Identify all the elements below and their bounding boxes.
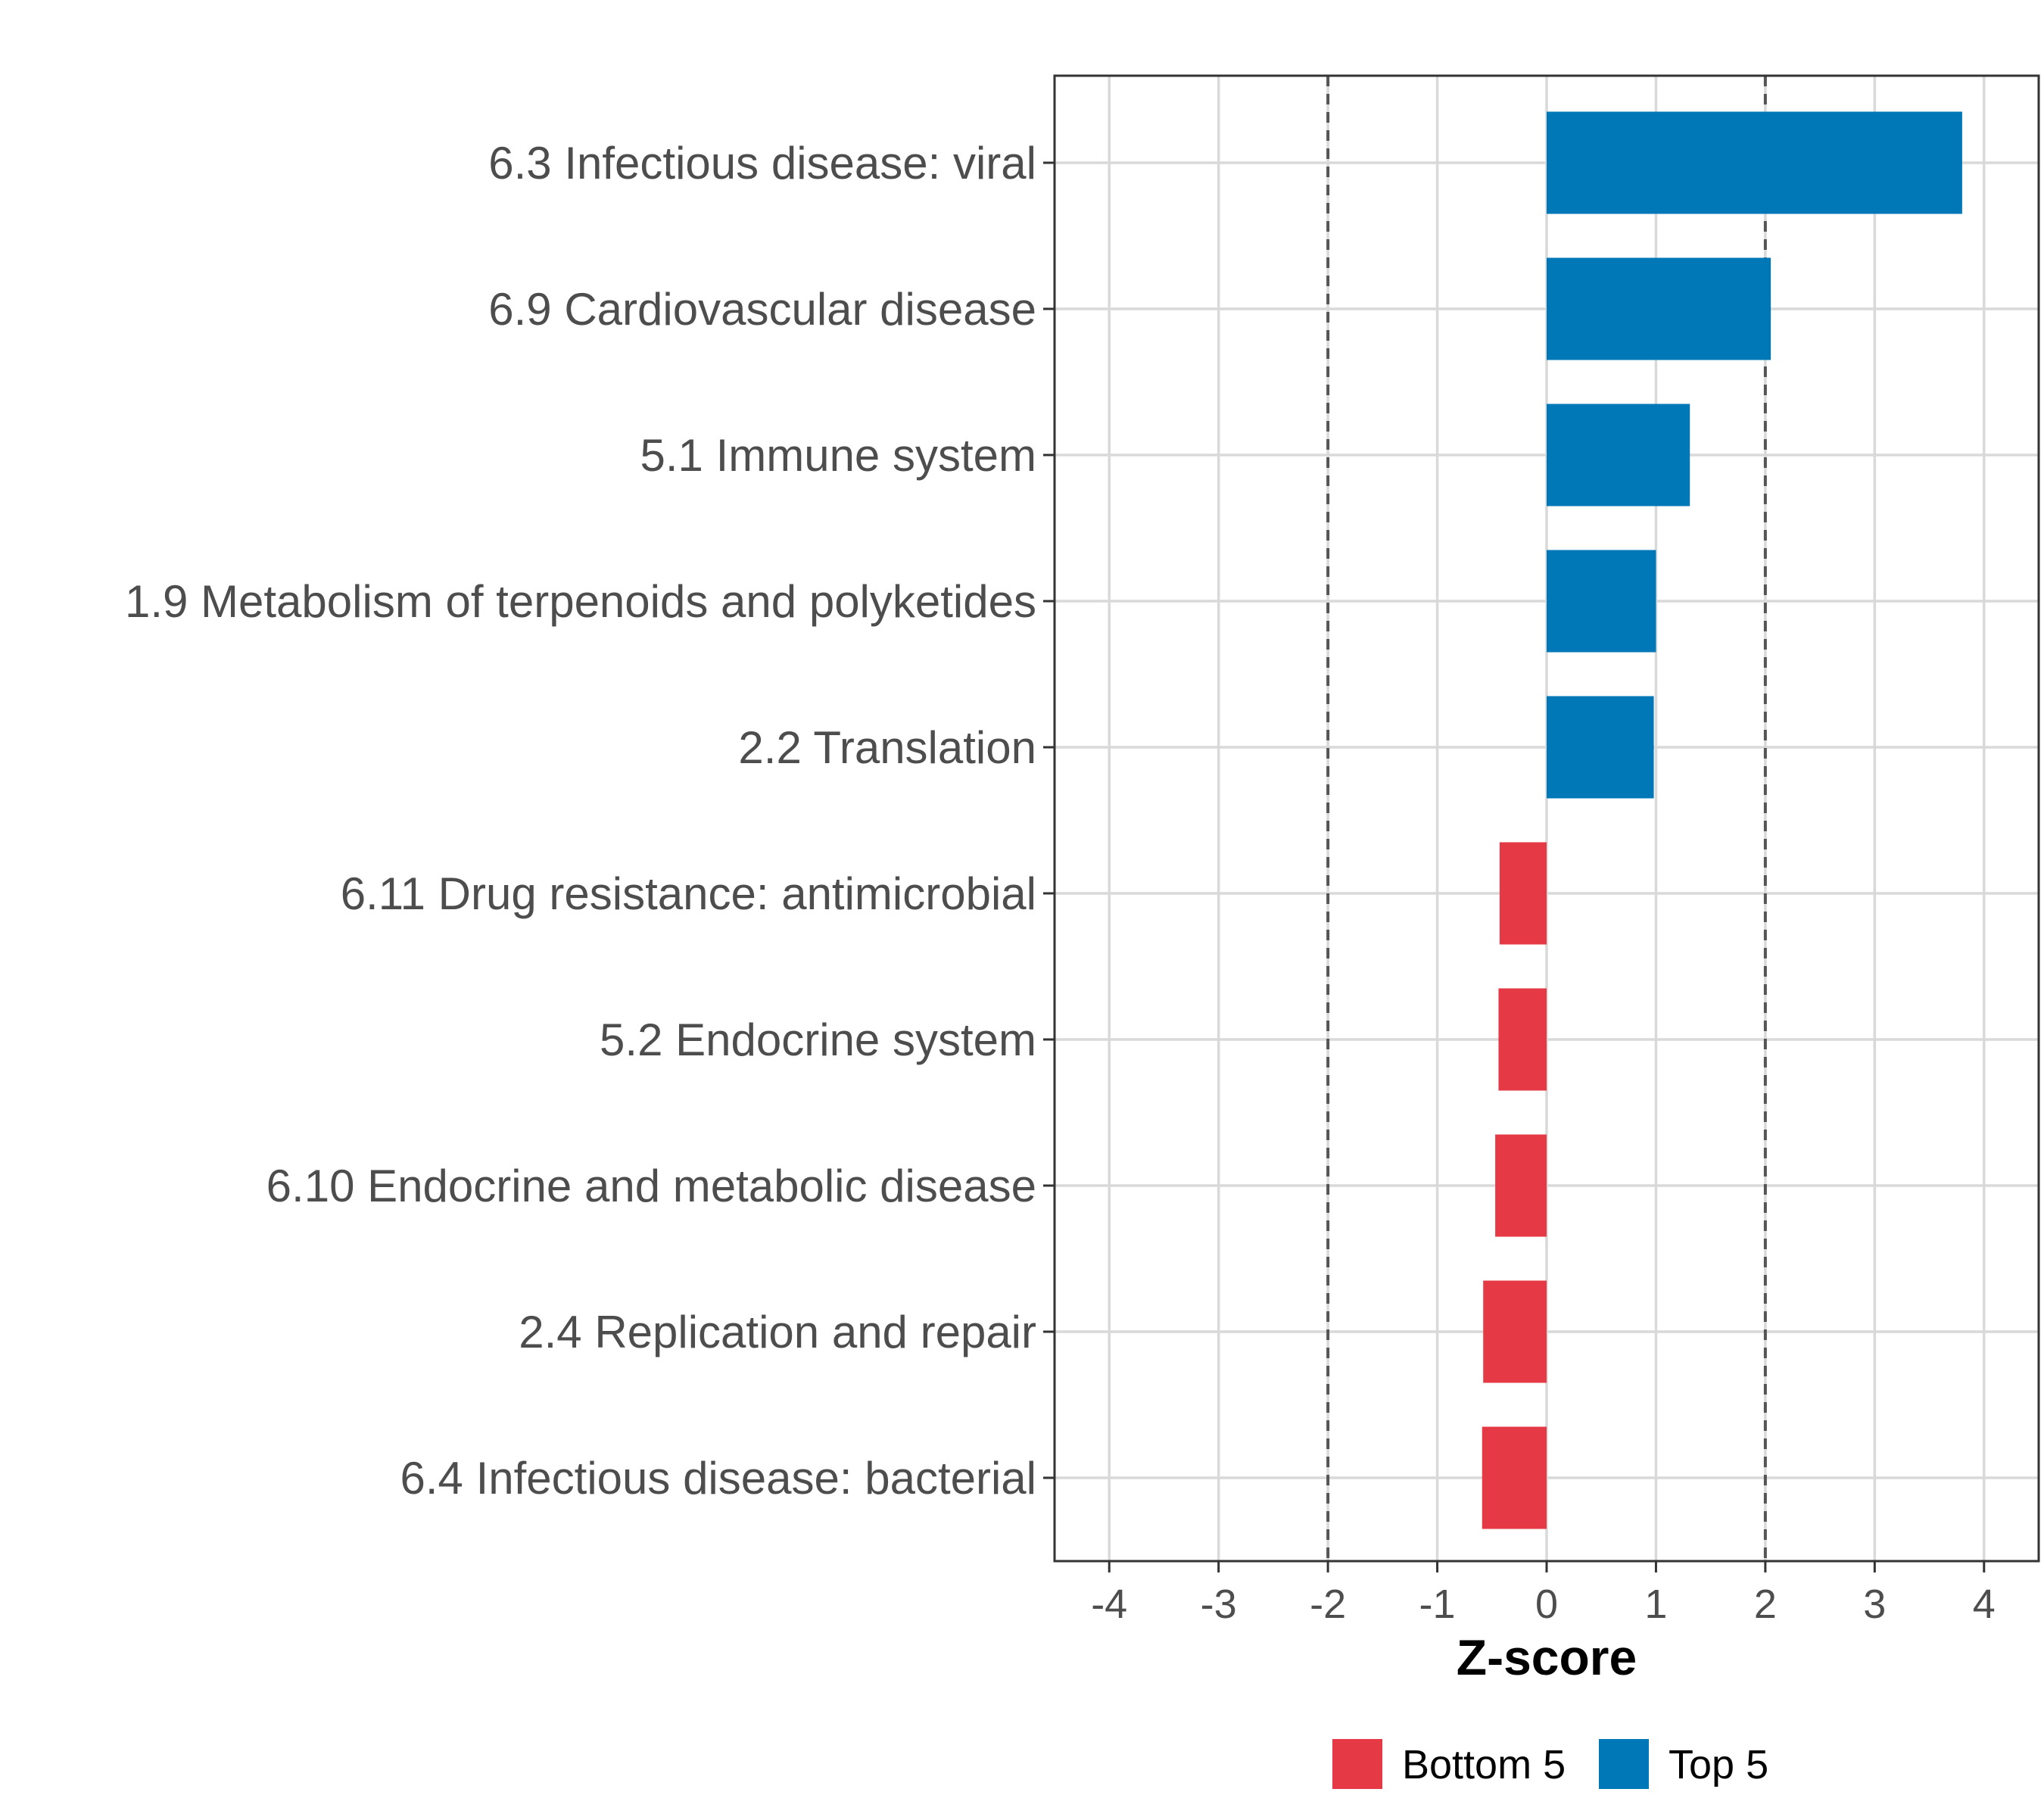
- bar-bottom5: [1483, 1280, 1547, 1383]
- bar-bottom5: [1499, 842, 1547, 945]
- legend-label-top5: Top 5: [1669, 1742, 1768, 1787]
- legend-swatch-top5: [1599, 1739, 1649, 1789]
- category-label: 2.4 Replication and repair: [519, 1307, 1036, 1357]
- category-label: 6.9 Cardiovascular disease: [488, 284, 1036, 335]
- x-tick-label: 2: [1754, 1582, 1777, 1627]
- x-tick-label: 3: [1863, 1582, 1886, 1627]
- category-label: 6.11 Drug resistance: antimicrobial: [341, 868, 1036, 919]
- x-tick-label: 4: [1973, 1582, 1996, 1627]
- x-tick-label: -1: [1419, 1582, 1456, 1627]
- reference-lines: [1326, 76, 1767, 1561]
- bar-bottom5: [1482, 1426, 1547, 1529]
- x-tick-label: -2: [1310, 1582, 1346, 1627]
- category-label: 2.2 Translation: [738, 722, 1036, 773]
- x-tick-label: 1: [1644, 1582, 1667, 1627]
- bar-top5: [1547, 257, 1771, 360]
- legend: Bottom 5 Top 5: [1332, 1739, 1768, 1789]
- legend-swatch-bottom5: [1332, 1739, 1382, 1789]
- y-axis: 6.3 Infectious disease: viral 6.9 Cardiov…: [125, 138, 1055, 1504]
- category-label: 6.4 Infectious disease: bacterial: [400, 1453, 1037, 1504]
- bar-top5: [1547, 550, 1656, 653]
- bars: [1482, 111, 1962, 1529]
- category-label: 6.3 Infectious disease: viral: [488, 138, 1036, 189]
- bar-top5: [1547, 696, 1654, 799]
- x-tick-label: 0: [1535, 1582, 1558, 1627]
- category-label: 5.2 Endocrine system: [600, 1014, 1036, 1065]
- category-label: 6.10 Endocrine and metabolic disease: [266, 1161, 1036, 1211]
- x-tick-label: -4: [1091, 1582, 1127, 1627]
- x-tick-label: -3: [1201, 1582, 1237, 1627]
- bar-bottom5: [1498, 988, 1547, 1091]
- bar-top5: [1547, 111, 1962, 214]
- bar-bottom5: [1495, 1134, 1547, 1237]
- legend-label-bottom5: Bottom 5: [1402, 1742, 1566, 1787]
- x-axis: -4 -3 -2 -1 0 1 2 3 4: [1091, 1561, 1996, 1627]
- bar-top5: [1547, 404, 1690, 506]
- category-label: 5.1 Immune system: [640, 430, 1036, 481]
- category-label: 1.9 Metabolism of terpenoids and polyket…: [125, 576, 1036, 627]
- x-axis-title: Z-score: [1457, 1629, 1637, 1685]
